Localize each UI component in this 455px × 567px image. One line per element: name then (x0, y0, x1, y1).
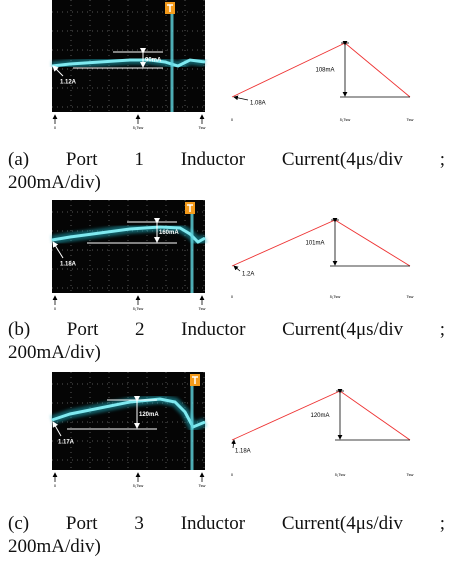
diagram-delta-label: 101mA (305, 241, 324, 247)
delta-label: 120mA (139, 412, 159, 418)
start-label: 1.18A (60, 262, 77, 268)
diagram-axis-label: 0 (231, 294, 234, 299)
panel: 120mA 1.17A 0 δ₁Tsw Tsw 120mA 1.18A 0 δ₁Tsw Tsw (52, 372, 414, 488)
diagram-axis-label: Tsw (407, 117, 414, 122)
diagram-delta-label: 108mA (315, 68, 334, 74)
diagram-axis-label: Tsw (407, 472, 414, 477)
diagram-start-arrow (234, 97, 248, 100)
scope-axis-label: 0 (54, 483, 57, 488)
scope-axis-label: Tsw (199, 125, 206, 130)
diagram-axis-label: δ₁Tsw (335, 472, 346, 477)
diagram-axis-label: δ₁Tsw (340, 117, 351, 122)
scope-axis-label: Tsw (199, 306, 206, 311)
diagram-start-arrow (234, 266, 240, 271)
caption-line: 200mA/div) (8, 171, 445, 194)
caption: (b) Port 2 Inductor Current(4μs/div ;200… (8, 318, 445, 364)
caption-line: (a) Port 1 Inductor Current(4μs/div ; (8, 148, 445, 171)
start-label: 1.12A (60, 80, 77, 86)
scope-axis-label: δ₁Tsw (133, 306, 144, 311)
diagram-axis-label: δ₁Tsw (330, 294, 341, 299)
diagram-start-arrow (233, 440, 234, 448)
diagram-start-label: 1.08A (250, 101, 266, 107)
diagram-start-label: 1.2A (242, 272, 254, 278)
delta-label: 90mA (145, 58, 162, 64)
scope-screen (52, 372, 205, 470)
scope-axis-label: δ₁Tsw (133, 125, 144, 130)
caption-line: (b) Port 2 Inductor Current(4μs/div ; (8, 318, 445, 341)
panel: 90mA 1.12A 0 δ₁Tsw Tsw 108mA 1.08A 0 δ₁Tsw Tsw (52, 0, 414, 130)
caption-line: (c) Port 3 Inductor Current(4μs/div ; (8, 512, 445, 535)
scope-axis-label: 0 (54, 306, 57, 311)
figure: 90mA1.12A0δ₁TswTsw108mA1.08A0δ₁TswTsw160… (0, 0, 455, 567)
scope-axis-label: 0 (54, 125, 57, 130)
caption: (c) Port 3 Inductor Current(4μs/div ;200… (8, 512, 445, 558)
scope-axis-label: δ₁Tsw (133, 483, 144, 488)
diagram-axis-label: 0 (231, 117, 234, 122)
diagram-axis-label: 0 (231, 472, 234, 477)
scope-screen (52, 200, 205, 293)
scope-axis-label: Tsw (199, 483, 206, 488)
caption: (a) Port 1 Inductor Current(4μs/div ;200… (8, 148, 445, 194)
caption-line: 200mA/div) (8, 535, 445, 558)
start-label: 1.17A (58, 440, 75, 446)
delta-label: 160mA (159, 230, 179, 236)
panel: 160mA 1.18A 0 δ₁Tsw Tsw 101mA 1.2A 0 δ₁Tsw Tsw (52, 200, 414, 311)
diagram-axis-label: Tsw (407, 294, 414, 299)
figure-graphics: 90mA1.12A0δ₁TswTsw108mA1.08A0δ₁TswTsw160… (0, 0, 455, 567)
caption-line: 200mA/div) (8, 341, 445, 364)
diagram-start-label: 1.18A (235, 449, 251, 455)
diagram-delta-label: 120mA (310, 413, 329, 419)
